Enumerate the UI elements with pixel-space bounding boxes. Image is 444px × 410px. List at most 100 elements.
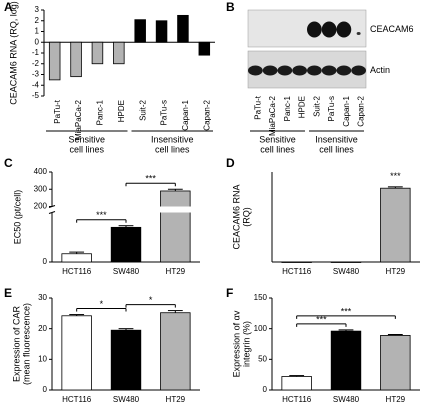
bar [330,330,362,391]
sig-label: *** [316,314,327,324]
y-tick-label: -5 [32,91,40,100]
y-tick-label: 0 [43,385,48,394]
blot-band [292,65,307,76]
blot-band [321,65,337,76]
x-tick-label: HCT116 [62,395,92,404]
y-tick-label: 0 [35,37,40,46]
bar [198,41,211,56]
y-axis-label: (RQ) [241,207,251,227]
x-tick-label: HT29 [166,267,186,276]
x-tick-label: Capan-1 [342,95,351,126]
row-label: Actin [370,65,390,75]
blot-band [351,65,366,76]
x-tick-label: HCT116 [282,267,312,276]
bar [155,20,168,43]
group-label: cell lines [260,144,295,154]
sig-label: *** [145,174,156,184]
blot-band [307,21,322,38]
x-tick-label: HT29 [166,395,186,404]
bar [281,376,312,391]
x-tick-label: SW480 [333,395,360,404]
x-tick-label: HCT116 [282,395,312,404]
x-tick-label: HT29 [386,267,406,276]
x-tick-label: Capan-1 [181,99,190,130]
y-axis-label: CEACAM6 RNA [231,184,241,249]
blot-band [321,21,337,38]
panel-letter: A [4,0,13,14]
bar [70,41,82,78]
sig-label: *** [341,306,352,316]
blot-band [248,65,263,76]
y-tick-label: 150 [254,293,268,302]
break-mark [48,205,56,208]
x-tick-label: PaTu-t [253,95,262,119]
group-label: Sensitive [259,134,296,144]
y-tick-label: 100 [254,324,268,333]
x-tick-label: SW480 [113,267,140,276]
sig-label: * [149,295,153,305]
bar [380,335,411,391]
y-tick-label: 10 [38,354,47,363]
y-axis-label: (mean fluorescence) [21,303,31,385]
blot-band [262,65,278,76]
bar [48,41,61,81]
y-tick-label: 50 [258,354,267,363]
x-tick-label: Panc-1 [283,95,292,121]
group-label: cell lines [319,144,354,154]
y-axis-label: integrin (%) [241,321,251,367]
axis-break [53,206,201,213]
bar [110,329,142,391]
x-tick-label: HPDE [298,96,307,118]
blot-band [336,21,352,38]
blot-band [277,65,293,76]
x-tick-label: MiaPaCa-2 [268,95,277,136]
group-label: cell lines [69,144,104,154]
y-tick-label: 20 [38,324,47,333]
bar [110,226,142,263]
x-tick-label: Capan-2 [357,95,366,126]
y-tick-label: -3 [32,70,40,79]
y-tick-label: 30 [38,293,47,302]
x-tick-label: PaTu-s [327,96,336,122]
y-tick-label: -2 [32,59,40,68]
y-tick-label: 2 [35,16,40,25]
x-tick-label: SW480 [113,395,140,404]
y-axis-label: Expression of αv [231,310,241,377]
y-axis-label: CEACAM6 RNA (RQ, log) [8,1,18,105]
bar [61,315,92,391]
panel-letter: E [4,286,12,300]
panel-letter: C [4,156,13,170]
sig-label: *** [96,210,107,220]
y-tick-label: 3 [35,5,40,14]
sig-label: *** [390,171,401,181]
group-label: Sensitive [68,134,105,144]
bar [61,253,92,263]
y-tick-label: 0 [263,385,268,394]
bar [380,187,411,263]
x-tick-label: Capan-2 [202,99,211,130]
bar [160,312,191,391]
bar [91,41,104,65]
y-tick-label: -1 [32,48,40,57]
bar [134,19,146,43]
x-tick-label: Suit-2 [312,95,321,116]
y-tick-label: 1 [35,27,40,36]
blot-band [336,65,352,76]
panel-letter: D [226,156,235,170]
break-mark [48,211,56,214]
sig-label: * [100,299,104,309]
x-tick-label: HCT116 [62,267,92,276]
y-axis-label: Expression of CAR [11,305,21,382]
group-label: Insensitive [151,134,194,144]
group-label: cell lines [155,144,190,154]
blot-band [356,32,361,35]
bar [113,41,125,65]
y-tick-label: -4 [32,80,40,89]
x-tick-label: Panc-1 [96,99,105,125]
panel-letter: F [226,286,233,300]
bar [177,14,189,43]
x-tick-label: HT29 [386,395,406,404]
x-tick-label: MiaPaCa-2 [74,99,83,140]
panel-letter: B [226,0,235,14]
